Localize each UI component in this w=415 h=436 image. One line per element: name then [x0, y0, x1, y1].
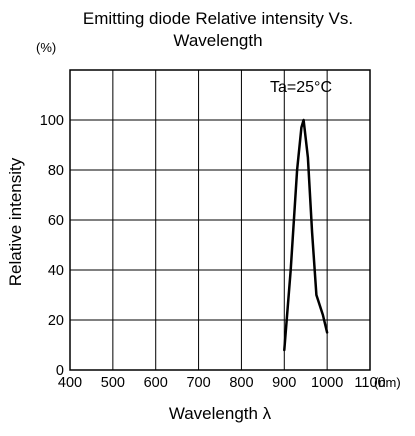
- y-tick-label: 20: [48, 313, 64, 329]
- y-axis-ticks: 0 20 40 60 80 100: [40, 113, 64, 379]
- y-unit-label: (%): [36, 40, 56, 55]
- x-axis-label: Wavelength λ: [169, 404, 272, 423]
- y-tick-label: 100: [40, 113, 64, 129]
- chart-title-line2: Wavelength: [173, 31, 262, 50]
- x-tick-label: 600: [144, 375, 168, 391]
- y-tick-label: 80: [48, 163, 64, 179]
- chart-title-line1: Emitting diode Relative intensity Vs.: [83, 9, 353, 28]
- series-line: [283, 118, 329, 352]
- ta-annotation: Ta=25°C: [270, 79, 332, 96]
- x-tick-label: 500: [101, 375, 125, 391]
- x-tick-label: 900: [272, 375, 296, 391]
- series-group: [283, 118, 329, 352]
- y-tick-label: 0: [56, 363, 64, 379]
- y-tick-label: 60: [48, 213, 64, 229]
- x-tick-label: 800: [229, 375, 253, 391]
- y-tick-label: 40: [48, 263, 64, 279]
- x-unit-label: (nm): [374, 375, 401, 390]
- x-tick-label: 1000: [311, 375, 343, 391]
- x-tick-label: 400: [58, 375, 82, 391]
- y-axis-label: Relative intensity: [6, 157, 25, 286]
- plot-frame: [69, 69, 371, 371]
- x-tick-label: 700: [186, 375, 210, 391]
- x-axis-ticks: 400 500 600 700 800 900 1000 1100: [58, 375, 386, 391]
- x-tick-label: 1100: [354, 375, 385, 391]
- grid: [70, 70, 370, 370]
